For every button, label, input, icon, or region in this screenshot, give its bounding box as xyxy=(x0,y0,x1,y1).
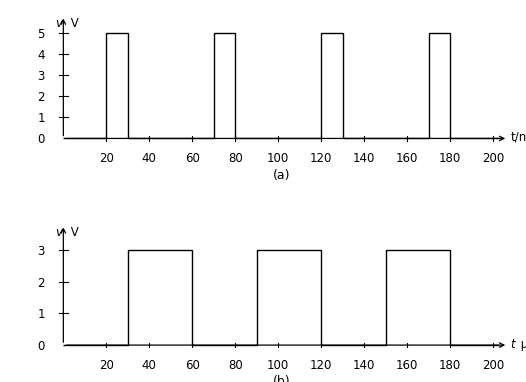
Text: μs: μs xyxy=(517,338,526,351)
Text: v: v xyxy=(55,226,62,239)
Text: t: t xyxy=(510,338,515,351)
Text: t/ns: t/ns xyxy=(510,131,526,144)
Text: (b): (b) xyxy=(272,376,290,382)
Text: V: V xyxy=(67,226,78,239)
Text: (a): (a) xyxy=(272,169,290,182)
Text: v: v xyxy=(55,17,62,30)
Text: V: V xyxy=(67,17,78,30)
